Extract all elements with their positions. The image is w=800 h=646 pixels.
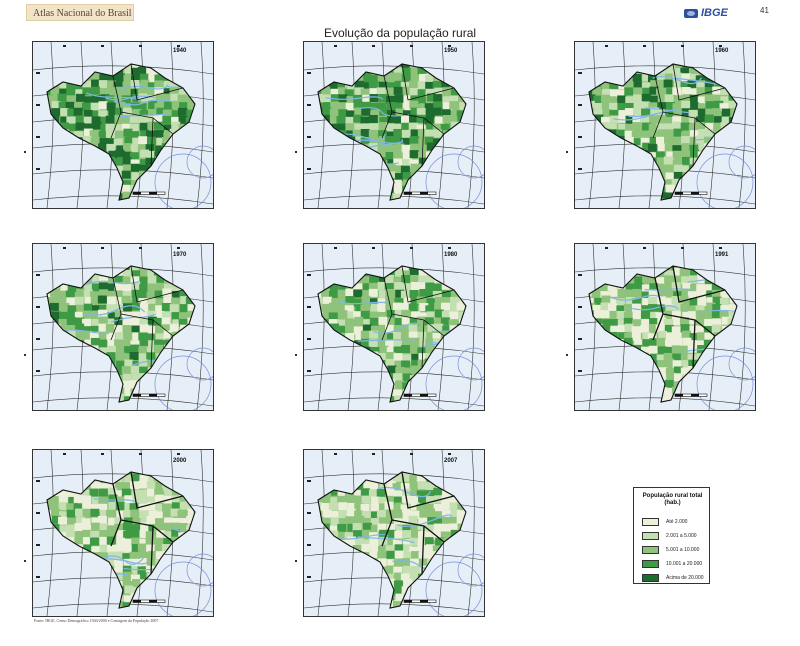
map-graphic <box>304 42 484 208</box>
legend-swatch <box>642 545 659 554</box>
map-panel: 1950 <box>303 41 485 209</box>
map-panel: 1960 <box>574 41 756 209</box>
ibge-logo-text: IBGE <box>701 7 728 19</box>
legend-label: 5.001 a 10.000 <box>666 546 700 553</box>
legend-item: 2.001 a 5.000 <box>642 531 697 540</box>
map-graphic <box>33 42 213 208</box>
legend-swatch <box>642 531 659 540</box>
map-year-label: 2007 <box>444 458 458 464</box>
legend-title: População rural total (hab.) <box>642 493 703 506</box>
map-graphic <box>304 244 484 410</box>
map-year-label: 1960 <box>715 48 729 54</box>
legend-label: 10.001 a 20.000 <box>666 560 703 567</box>
margin-dot <box>566 354 568 356</box>
map-panel: 2007 <box>303 449 485 617</box>
legend-swatch <box>642 573 659 582</box>
legend-item: 10.001 a 20.000 <box>642 559 702 568</box>
legend-label: Até 2.000 <box>666 518 688 525</box>
legend-item: 5.001 a 10.000 <box>642 545 699 554</box>
legend-label: Acima de 20.000 <box>666 574 704 581</box>
margin-dot <box>295 354 297 356</box>
map-year-label: 1940 <box>173 48 187 54</box>
map-graphic <box>575 42 755 208</box>
map-graphic <box>304 450 484 616</box>
legend-item: Acima de 20.000 <box>642 573 704 582</box>
map-year-label: 1970 <box>173 252 187 258</box>
map-year-label: 1980 <box>444 252 458 258</box>
margin-dot <box>295 560 297 562</box>
atlas-title-tab: Atlas Nacional do Brasil <box>26 4 134 21</box>
legend-label: 2.001 a 5.000 <box>666 532 697 539</box>
map-panel: 1991 <box>574 243 756 411</box>
map-panel: 1980 <box>303 243 485 411</box>
map-year-label: 2000 <box>173 458 187 464</box>
source-note: Fonte: IBGE, Censo Demográfico 1940/2000… <box>34 618 160 623</box>
map-panel: 2000 <box>32 449 214 617</box>
legend-item: Até 2.000 <box>642 517 687 526</box>
map-graphic <box>33 450 213 616</box>
page-title: Evolução da população rural <box>323 26 477 40</box>
legend-swatch <box>642 517 659 526</box>
map-legend: População rural total (hab.) Até 2.000 2… <box>633 487 710 584</box>
margin-dot <box>24 354 26 356</box>
map-panel: 1970 <box>32 243 214 411</box>
margin-dot <box>24 151 26 153</box>
ibge-logo-icon <box>684 8 698 18</box>
map-year-label: 1950 <box>444 48 458 54</box>
margin-dot <box>566 151 568 153</box>
margin-dot <box>24 560 26 562</box>
ibge-logo: IBGE <box>684 6 728 20</box>
margin-dot <box>295 151 297 153</box>
map-year-label: 1991 <box>715 252 729 258</box>
map-graphic <box>575 244 755 410</box>
page-number: 41 <box>760 6 769 15</box>
map-graphic <box>33 244 213 410</box>
map-panel: 1940 <box>32 41 214 209</box>
legend-swatch <box>642 559 659 568</box>
